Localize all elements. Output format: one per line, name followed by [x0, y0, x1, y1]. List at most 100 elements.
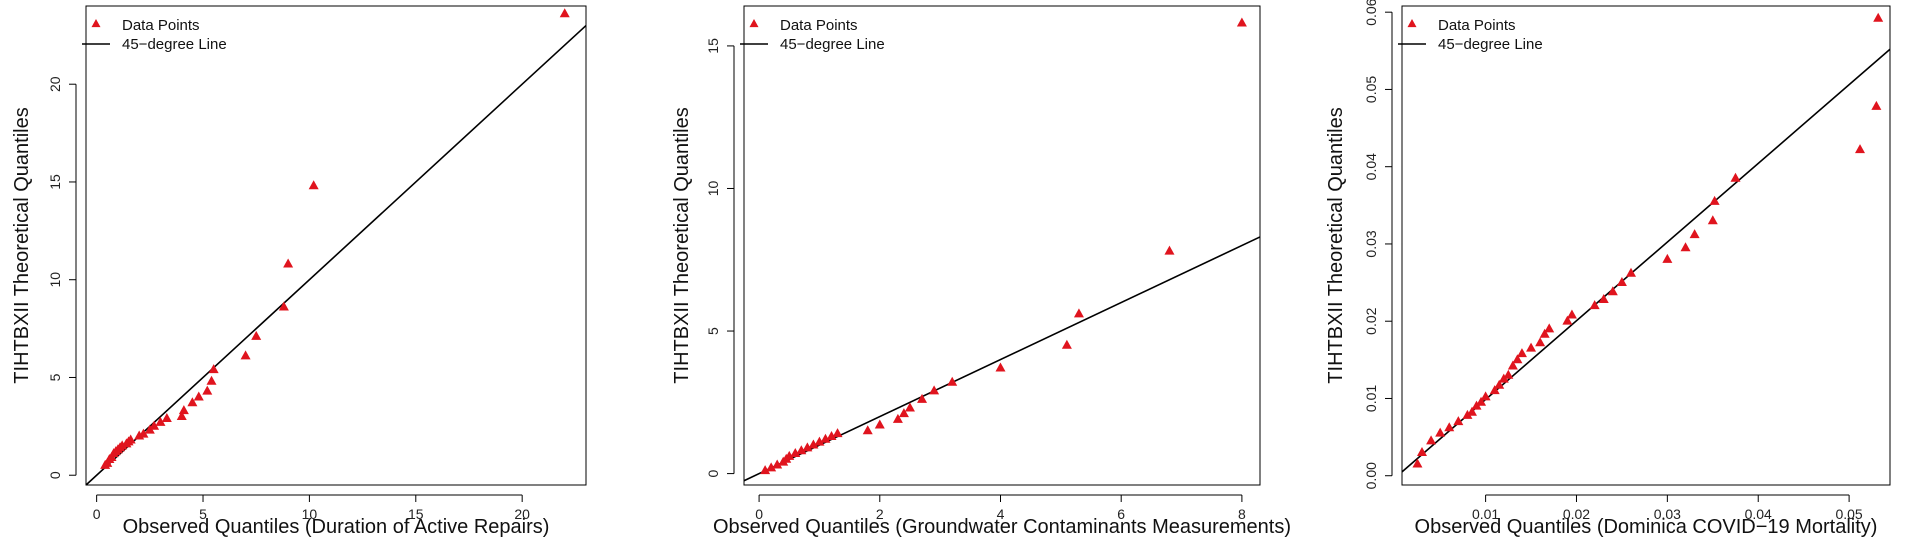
legend-label-line: 45−degree Line: [122, 36, 227, 53]
y-tick-label: 0.00: [1363, 462, 1379, 489]
data-point: [187, 397, 198, 407]
x-tick-label: 0: [93, 506, 101, 522]
y-tick-label: 5: [705, 327, 721, 335]
data-point: [1462, 409, 1473, 419]
x-tick-label: 0: [755, 506, 763, 522]
data-point: [904, 402, 915, 412]
y-tick-label: 0.05: [1363, 76, 1379, 103]
data-point: [1709, 195, 1720, 205]
y-tick-label: 0.01: [1363, 385, 1379, 412]
x-tick-label: 10: [302, 506, 318, 522]
data-point: [784, 450, 795, 460]
y-axis-title: TIHTBXII Theoretical Quantiles: [671, 107, 693, 383]
data-point: [155, 416, 166, 426]
data-point: [240, 350, 251, 360]
qq-plot-2: 0 2 4 6 8 0 5 10 15 Observed Quantiles (Groundwat…: [671, 5, 1291, 538]
data-point: [308, 180, 319, 190]
data-point: [251, 330, 262, 340]
data-point: [559, 8, 570, 18]
legend-point-marker: [91, 18, 101, 28]
reference-line: [85, 24, 587, 486]
legend-label-line: 45−degree Line: [780, 36, 885, 53]
legend-point-marker: [1407, 18, 1417, 28]
data-point: [1480, 391, 1491, 401]
y-axis-title: TIHTBXII Theoretical Quantiles: [1325, 107, 1347, 383]
data-point: [206, 375, 217, 385]
legend: Data Points 45−degree Line: [82, 17, 227, 53]
data-point: [283, 258, 294, 268]
y-tick-label: 15: [705, 38, 721, 54]
data-point: [1444, 422, 1455, 432]
y-tick-label: 10: [705, 180, 721, 196]
qq-plot-3: 0.01 0.02 0.03 0.04 0.05 0.00 0.01 0.02 0.03 0.04…: [1325, 0, 1891, 538]
y-tick-label: 5: [47, 373, 63, 381]
legend-label-points: Data Points: [1438, 17, 1516, 34]
x-axis-title: Observed Quantiles (Duration of Active R…: [123, 516, 550, 538]
data-point: [202, 385, 213, 395]
y-tick-label: 0.04: [1363, 153, 1379, 180]
data-point: [178, 405, 189, 415]
plot-frame: [1401, 5, 1891, 486]
data-point: [1730, 172, 1741, 182]
x-axis-title: Observed Quantiles (Groundwater Contamin…: [713, 516, 1291, 538]
data-point: [929, 385, 940, 395]
y-tick-label: 15: [47, 174, 63, 190]
x-tick-label: 20: [514, 506, 530, 522]
data-point: [193, 391, 204, 401]
y-tick-label: 0: [47, 471, 63, 479]
data-point: [1426, 435, 1437, 445]
x-tick-label: 0.05: [1835, 506, 1862, 522]
x-tick-label: 8: [1238, 506, 1246, 522]
data-point: [1503, 369, 1514, 379]
data-point: [1236, 17, 1247, 27]
data-point: [1494, 379, 1505, 389]
x-tick-label: 0.02: [1563, 506, 1590, 522]
data-point: [1416, 446, 1427, 456]
data-point: [802, 442, 813, 452]
data-point: [278, 301, 289, 311]
data-point: [862, 425, 873, 435]
plot-frame: [743, 5, 1261, 486]
data-point: [766, 462, 777, 472]
y-tick-label: 0.03: [1363, 230, 1379, 257]
data-point: [1626, 267, 1637, 277]
data-point: [1466, 406, 1477, 416]
y-tick-label: 20: [47, 76, 63, 92]
data-point: [1871, 100, 1882, 110]
x-tick-label: 0.04: [1745, 506, 1772, 522]
x-tick-label: 2: [876, 506, 884, 522]
data-point: [1873, 12, 1884, 22]
data-point: [1412, 458, 1423, 468]
data-point: [1512, 354, 1523, 364]
y-axis-title: TIHTBXII Theoretical Quantiles: [11, 107, 33, 383]
x-tick-label: 0.01: [1472, 506, 1499, 522]
data-point: [1435, 427, 1446, 437]
data-point: [1689, 229, 1700, 239]
data-point: [832, 428, 843, 438]
data-point: [176, 410, 187, 420]
data-point: [1680, 242, 1691, 252]
data-point: [1589, 300, 1600, 310]
y-tick-label: 0.06: [1363, 0, 1379, 26]
y-tick-label: 0.02: [1363, 307, 1379, 334]
data-point: [1535, 337, 1546, 347]
x-tick-label: 5: [199, 506, 207, 522]
data-point: [138, 428, 149, 438]
data-point: [1453, 416, 1464, 426]
data-point: [208, 364, 219, 374]
x-tick-label: 0.03: [1654, 506, 1681, 522]
data-point: [760, 465, 771, 475]
data-point: [917, 393, 928, 403]
data-point: [1662, 253, 1673, 263]
data-point: [1476, 396, 1487, 406]
data-point: [874, 419, 885, 429]
x-axis-title: Observed Quantiles (Dominica COVID−19 Mo…: [1415, 516, 1878, 538]
x-tick-label: 15: [408, 506, 424, 522]
data-point: [125, 434, 136, 444]
legend: Data Points 45−degree Line: [740, 17, 885, 53]
legend: Data Points 45−degree Line: [1398, 17, 1543, 53]
data-point: [1489, 385, 1500, 395]
data-point: [1562, 315, 1573, 325]
data-point: [1061, 339, 1072, 349]
